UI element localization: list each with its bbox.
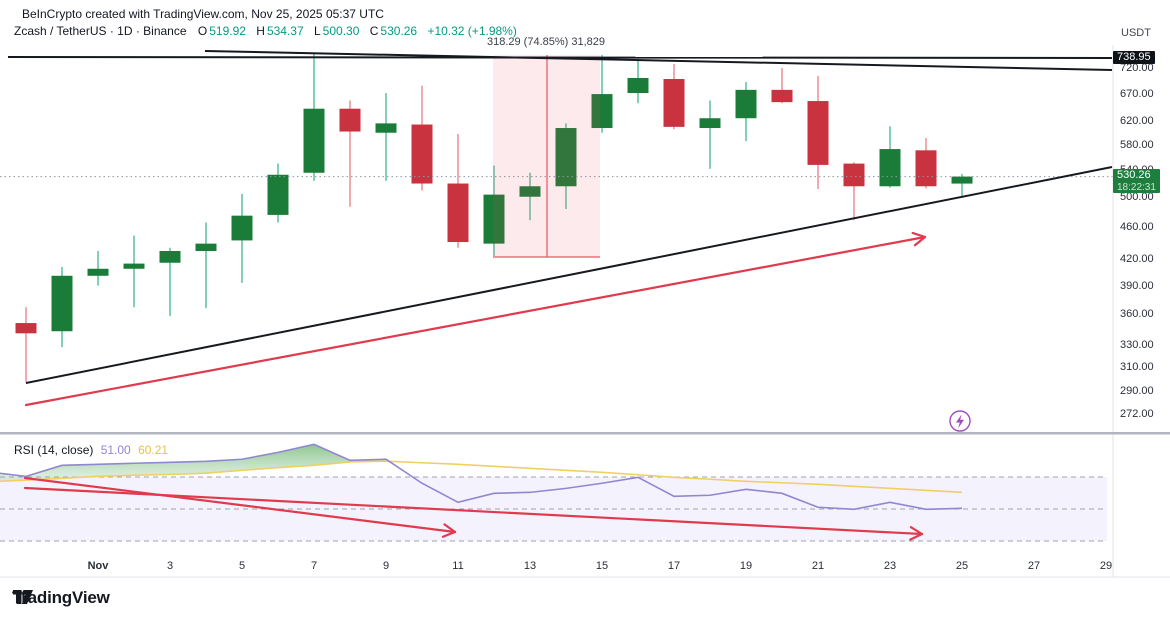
time-tick-label: 5	[238, 560, 246, 572]
tradingview-logo[interactable]: TradingView	[12, 588, 110, 608]
candle-body	[519, 186, 541, 197]
candle-body	[843, 163, 865, 187]
open-value: 519.92	[209, 24, 246, 38]
bull-arrow[interactable]	[24, 235, 927, 407]
rsi-ma-line	[0, 460, 963, 494]
close-value: 530.26	[380, 24, 418, 38]
high-price-badge: 738.95	[1113, 51, 1155, 65]
lightning-bolt-glyph	[956, 414, 964, 429]
symbol-title[interactable]: Zcash / TetherUS · 1D · Binance	[14, 24, 187, 38]
time-tick-label: 17	[667, 560, 681, 572]
pane-divider	[0, 432, 1170, 435]
rsi-value: 51.00	[100, 443, 131, 457]
candle-body	[267, 174, 289, 215]
candle-body	[51, 275, 73, 332]
tradingview-logo-text: TradingView	[12, 588, 110, 607]
candle-body	[915, 150, 937, 187]
candle-body	[15, 323, 37, 334]
rsi-bear-arrow-long-head	[909, 526, 924, 536]
candle-body	[951, 176, 973, 184]
time-tick-label: 11	[452, 560, 464, 572]
high-value: 534.37	[266, 24, 304, 38]
last-price-value: 530.26	[1117, 168, 1151, 181]
candle-body	[303, 108, 325, 173]
low-label: L	[313, 24, 321, 38]
time-tick-label: 23	[883, 560, 897, 572]
rsi-indicator-label[interactable]: RSI (14, close)	[14, 443, 94, 457]
candle-body	[879, 149, 901, 187]
time-tick-label: 29	[1099, 560, 1113, 572]
time-tick-label: Nov	[87, 560, 109, 572]
candle-body	[555, 128, 577, 187]
candle-body	[699, 118, 721, 129]
time-tick-label: 19	[739, 560, 753, 572]
open-label: O	[197, 24, 208, 38]
candle-body	[231, 215, 253, 241]
credit-line: BeInCrypto created with TradingView.com,…	[22, 7, 384, 21]
support-trendline[interactable]	[25, 166, 1113, 384]
candle-body	[591, 94, 613, 129]
bull-arrow-head	[913, 235, 927, 247]
tradingview-logo-icon	[13, 590, 33, 604]
candle-body	[447, 183, 469, 243]
rsi-bear-arrow-long-head	[909, 532, 924, 541]
change-value: +10.32 (+1.98%)	[427, 24, 517, 38]
candle-body	[735, 89, 757, 119]
low-value: 500.30	[322, 24, 360, 38]
rsi-fill	[0, 444, 390, 482]
time-tick-label: 15	[595, 560, 609, 572]
time-tick-label: 7	[310, 560, 318, 572]
time-tick-label: 3	[166, 560, 174, 572]
quote-currency-label: USDT	[1121, 27, 1151, 39]
candle-body	[123, 263, 145, 269]
candle-body	[87, 268, 109, 276]
high-label: H	[256, 24, 265, 38]
bull-arrow-head	[911, 231, 927, 239]
rsi-bear-arrow-steep-head	[443, 523, 457, 534]
candle-body	[807, 101, 829, 165]
candle-body	[411, 124, 433, 184]
time-tick-label: 13	[523, 560, 537, 572]
time-tick-label: 9	[382, 560, 390, 572]
candle-countdown: 18:22:31	[1117, 181, 1156, 193]
rsi-bear-arrow-long[interactable]	[23, 486, 924, 536]
last-price-badge: 530.26 18:22:31	[1113, 168, 1160, 193]
descending-trendline[interactable]	[204, 50, 1113, 71]
candle-body	[159, 250, 181, 263]
symbol-legend[interactable]: Zcash / TetherUS · 1D · Binance O 519.92 …	[14, 24, 519, 38]
rsi-bear-arrow-steep[interactable]	[23, 476, 457, 534]
candle-body	[483, 194, 505, 244]
candle-body	[771, 89, 793, 103]
time-tick-label: 21	[811, 560, 825, 572]
rsi-legend[interactable]: RSI (14, close) 51.00 60.21	[14, 443, 172, 457]
rsi-line	[0, 443, 963, 511]
time-tick-label: 27	[1027, 560, 1041, 572]
candle-body	[663, 79, 685, 127]
rsi-ma-value: 60.21	[138, 443, 169, 457]
high-price-value: 738.95	[1117, 51, 1151, 64]
time-tick-label: 25	[955, 560, 969, 572]
candle-body	[375, 123, 397, 133]
rsi-bear-arrow-steep-head	[441, 530, 457, 538]
candle-body	[627, 78, 649, 94]
candle-body	[339, 108, 361, 132]
candle-body	[195, 243, 217, 251]
close-label: C	[369, 24, 379, 38]
measurement-label: 318.29 (74.85%) 31,829	[486, 36, 606, 48]
